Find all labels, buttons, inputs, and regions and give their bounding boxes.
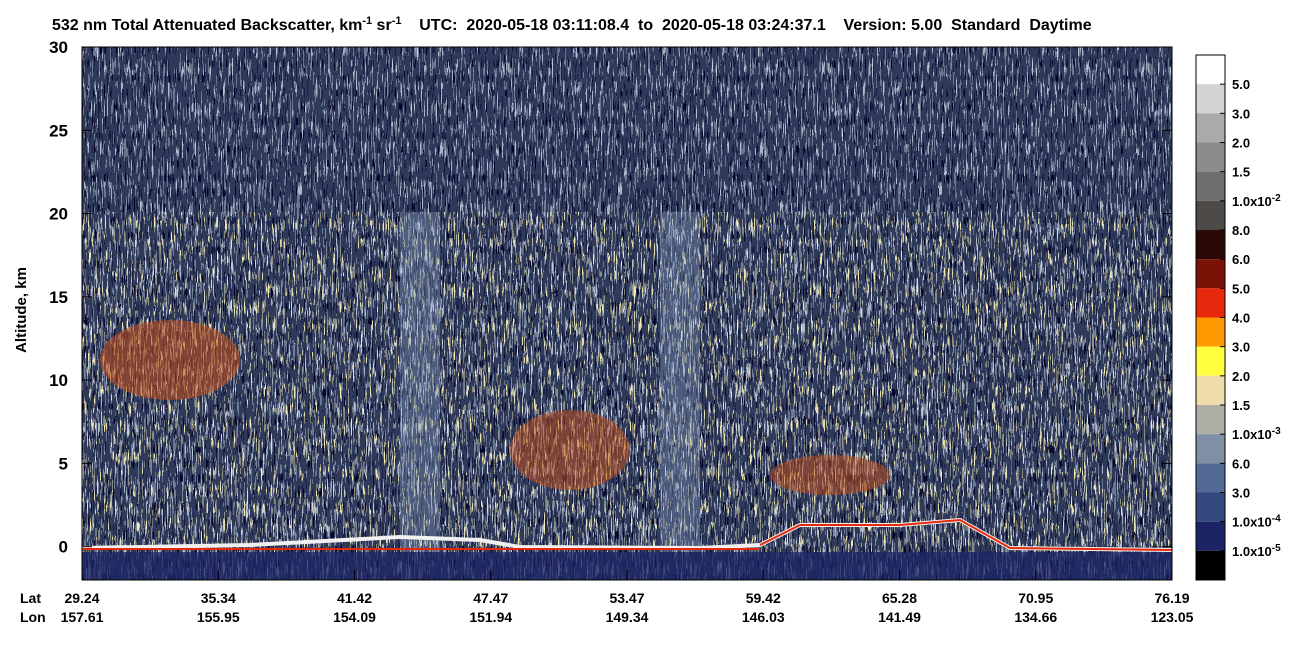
colorbar-label: 2.0 bbox=[1232, 369, 1250, 384]
colorbar-label: 1.0x10-2 bbox=[1232, 193, 1281, 209]
colorbar-label: 1.5 bbox=[1232, 165, 1250, 180]
lon-tick-label: 134.66 bbox=[1014, 609, 1057, 625]
colorbar-label: 3.0 bbox=[1232, 486, 1250, 501]
colorbar-swatch bbox=[1196, 405, 1225, 435]
lon-tick-label: 141.49 bbox=[878, 609, 921, 625]
lon-tick-label: 123.05 bbox=[1151, 609, 1194, 625]
lat-tick-label: 76.19 bbox=[1154, 590, 1189, 606]
colorbar-swatch bbox=[1196, 375, 1225, 405]
colorbar-swatch bbox=[1196, 434, 1225, 464]
colorbar-label: 2.0 bbox=[1232, 136, 1250, 151]
colorbar-swatch bbox=[1196, 84, 1225, 114]
colorbar-swatch bbox=[1196, 171, 1225, 201]
colorbar-label: 6.0 bbox=[1232, 252, 1250, 267]
lat-tick-label: 65.28 bbox=[882, 590, 917, 606]
lat-tick-label: 35.34 bbox=[201, 590, 236, 606]
colorbar-swatch bbox=[1196, 259, 1225, 289]
colorbar-label-exp: -2 bbox=[1272, 193, 1281, 204]
colorbar-label: 6.0 bbox=[1232, 456, 1250, 471]
lat-label: Lat bbox=[20, 590, 41, 606]
lat-tick-label: 41.42 bbox=[337, 590, 372, 606]
colorbar-label-base: 1.0x10 bbox=[1232, 427, 1272, 442]
y-tick-label: 10 bbox=[49, 371, 68, 390]
colorbar-label: 5.0 bbox=[1232, 77, 1250, 92]
colorbar-label: 1.0x10-3 bbox=[1232, 426, 1281, 442]
colorbar-swatch bbox=[1196, 317, 1225, 347]
lon-tick-label: 151.94 bbox=[469, 609, 512, 625]
lon-tick-label: 149.34 bbox=[606, 609, 649, 625]
y-tick-label: 15 bbox=[49, 288, 68, 307]
y-tick-label: 5 bbox=[59, 454, 68, 473]
colorbar-label: 3.0 bbox=[1232, 106, 1250, 121]
lon-label: Lon bbox=[20, 609, 46, 625]
colorbar-swatch bbox=[1196, 550, 1225, 580]
y-tick-label: 0 bbox=[59, 538, 68, 557]
colorbar-label: 3.0 bbox=[1232, 340, 1250, 355]
chart-title: 532 nm Total Attenuated Backscatter, km-… bbox=[52, 15, 1092, 34]
colorbar-swatch bbox=[1196, 463, 1225, 493]
lon-tick-label: 146.03 bbox=[742, 609, 785, 625]
colorbar-label-exp: -4 bbox=[1272, 514, 1281, 525]
colorbar-label: 1.5 bbox=[1232, 398, 1250, 413]
colorbar-swatch bbox=[1196, 55, 1225, 85]
lon-tick-label: 155.95 bbox=[197, 609, 240, 625]
y-axis-label: Altitude, km bbox=[13, 267, 30, 353]
lat-tick-label: 29.24 bbox=[64, 590, 99, 606]
colorbar-label-base: 1.0x10 bbox=[1232, 544, 1272, 559]
colorbar-swatch bbox=[1196, 200, 1225, 230]
lat-tick-label: 59.42 bbox=[746, 590, 781, 606]
colorbar-swatch bbox=[1196, 113, 1225, 143]
colorbar-swatch bbox=[1196, 142, 1225, 172]
colorbar-label: 1.0x10-5 bbox=[1232, 543, 1281, 559]
colorbar-label-base: 1.0x10 bbox=[1232, 194, 1272, 209]
colorbar-swatch bbox=[1196, 346, 1225, 376]
colorbar-label-exp: -3 bbox=[1272, 426, 1281, 437]
lon-tick-label: 157.61 bbox=[61, 609, 104, 625]
colorbar-label: 8.0 bbox=[1232, 223, 1250, 238]
y-tick-label: 30 bbox=[49, 38, 68, 57]
lon-tick-label: 154.09 bbox=[333, 609, 376, 625]
backscatter-image bbox=[82, 47, 1172, 580]
colorbar-label: 4.0 bbox=[1232, 311, 1250, 326]
colorbar-label-exp: -5 bbox=[1272, 543, 1281, 554]
y-tick-label: 20 bbox=[49, 205, 68, 224]
colorbar-swatch bbox=[1196, 492, 1225, 522]
colorbar-label-base: 1.0x10 bbox=[1232, 515, 1272, 530]
colorbar-label: 5.0 bbox=[1232, 281, 1250, 296]
lat-tick-label: 53.47 bbox=[609, 590, 644, 606]
lat-tick-label: 70.95 bbox=[1018, 590, 1053, 606]
y-tick-label: 25 bbox=[49, 121, 68, 140]
colorbar-label: 1.0x10-4 bbox=[1232, 514, 1281, 530]
colorbar-swatch bbox=[1196, 288, 1225, 318]
colorbar-swatch bbox=[1196, 230, 1225, 260]
colorbar-swatch bbox=[1196, 521, 1225, 551]
lat-tick-label: 47.47 bbox=[473, 590, 508, 606]
